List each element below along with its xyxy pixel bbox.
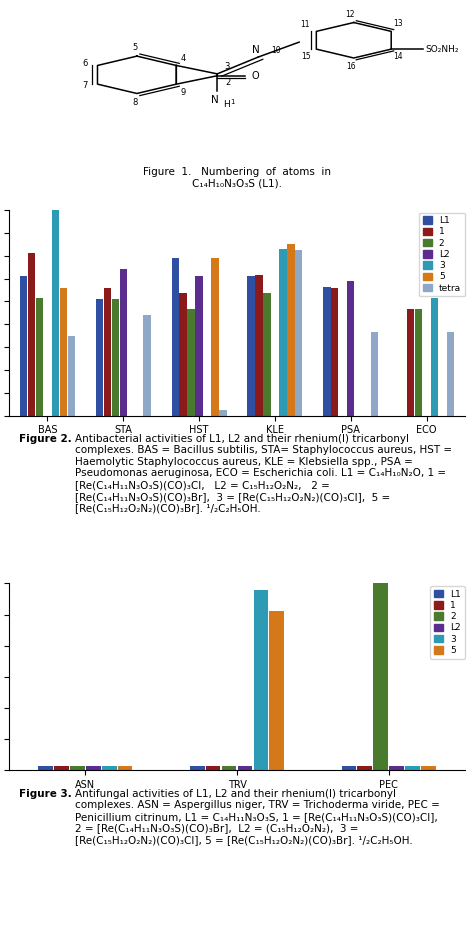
Bar [172, 258, 179, 416]
Text: N: N [211, 95, 219, 106]
Bar [263, 293, 271, 416]
Bar [270, 611, 284, 770]
Text: 1: 1 [230, 98, 235, 105]
Text: 13: 13 [393, 19, 403, 27]
Bar [219, 410, 227, 416]
Bar [374, 580, 388, 770]
Text: Antibacterial activities of L1, L2 and their rhenium(I) tricarbonyl
complexes. B: Antibacterial activities of L1, L2 and t… [75, 434, 453, 513]
Bar [118, 766, 132, 770]
Legend: L1, 1, 2, L2, 3, 5: L1, 1, 2, L2, 3, 5 [430, 587, 465, 658]
Bar [119, 270, 127, 416]
Text: Figure  1.   Numbering  of  atoms  in
C₁₄H₁₀N₃O₃S (L1).: Figure 1. Numbering of atoms in C₁₄H₁₀N₃… [143, 167, 331, 189]
Bar [237, 766, 252, 770]
Bar [38, 766, 53, 770]
Text: Figure 2.: Figure 2. [18, 434, 71, 443]
Text: O: O [251, 71, 259, 81]
Text: 3: 3 [225, 61, 230, 71]
Text: SO₂NH₂: SO₂NH₂ [425, 44, 459, 54]
Text: 16: 16 [346, 62, 356, 71]
Bar [342, 766, 356, 770]
Text: 8: 8 [132, 97, 137, 107]
Bar [206, 766, 220, 770]
Bar [52, 207, 59, 416]
Bar [371, 332, 378, 416]
Bar [347, 281, 355, 416]
Bar [255, 275, 263, 416]
Bar [405, 766, 420, 770]
Bar [431, 298, 438, 416]
Bar [111, 299, 119, 416]
Bar [389, 766, 404, 770]
Bar [28, 254, 35, 416]
Bar [323, 287, 330, 416]
Bar [36, 298, 43, 416]
Bar [415, 309, 422, 416]
Bar [144, 315, 151, 416]
Text: 6: 6 [82, 59, 88, 68]
Text: 14: 14 [393, 52, 403, 61]
Text: 11: 11 [300, 20, 310, 28]
Bar [287, 244, 294, 416]
Bar [187, 309, 195, 416]
Bar [86, 766, 100, 770]
Bar [222, 766, 237, 770]
Text: 4: 4 [181, 54, 186, 62]
Bar [68, 336, 75, 416]
Text: 15: 15 [301, 52, 311, 61]
Bar [60, 288, 67, 416]
Bar [295, 250, 302, 416]
Bar [254, 589, 268, 770]
Bar [331, 288, 338, 416]
Text: 5: 5 [132, 43, 137, 52]
Legend: L1, 1, 2, L2, 3, 5, tetra: L1, 1, 2, L2, 3, 5, tetra [419, 212, 465, 296]
Bar [279, 249, 287, 416]
Bar [54, 766, 69, 770]
Bar [447, 332, 454, 416]
Bar [190, 766, 204, 770]
Text: N: N [252, 45, 260, 55]
Text: Figure 3.: Figure 3. [18, 788, 71, 799]
Bar [421, 766, 436, 770]
Text: 12: 12 [346, 9, 355, 19]
Text: 2: 2 [226, 77, 231, 87]
Bar [211, 258, 219, 416]
Text: 7: 7 [82, 80, 88, 90]
Text: 10: 10 [271, 46, 281, 56]
Bar [247, 276, 255, 416]
Text: H: H [223, 100, 230, 109]
Bar [357, 766, 372, 770]
Text: Antifungal activities of L1, L2 and their rhenium(I) tricarbonyl
complexes. ASN : Antifungal activities of L1, L2 and thei… [75, 788, 440, 845]
Bar [407, 309, 414, 416]
Text: 9: 9 [181, 88, 186, 96]
Bar [70, 766, 85, 770]
Bar [104, 288, 111, 416]
Bar [102, 766, 117, 770]
Bar [20, 276, 27, 416]
Bar [96, 299, 103, 416]
Bar [195, 276, 203, 416]
Bar [180, 293, 187, 416]
